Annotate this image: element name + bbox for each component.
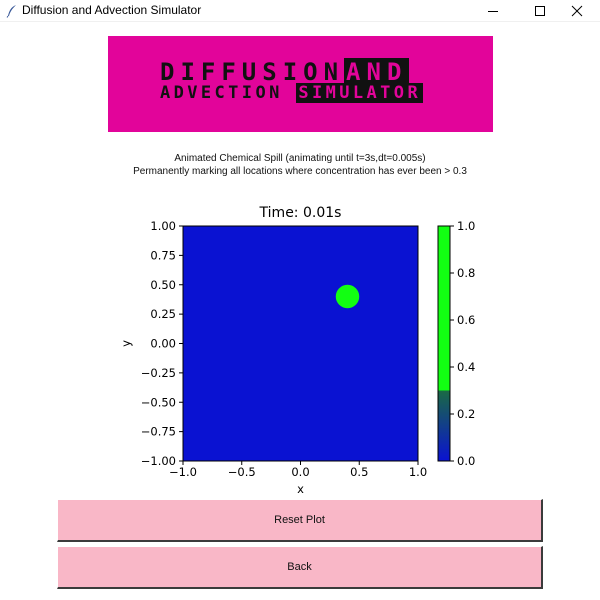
heatmap-field xyxy=(183,226,418,461)
colorbar-tick-label: 0.4 xyxy=(457,360,475,374)
concentration-plot: Time: 0.01s −1.0 −0.5 0.0 0.5 1.0 −1.00 −0.75 −0… xyxy=(119,205,475,496)
x-tick-label: 0.5 xyxy=(350,465,368,479)
colorbar-tick-label: 0.2 xyxy=(457,407,475,421)
close-icon xyxy=(571,5,583,17)
minimize-button[interactable] xyxy=(470,0,516,22)
banner-word-diffusion: DIFFUSION xyxy=(160,58,345,86)
banner-word-advection: ADVECTION xyxy=(160,83,283,103)
x-axis-label: x xyxy=(297,482,304,496)
banner-word-and: AND xyxy=(344,58,410,86)
description-line-2: Permanently marking all locations where … xyxy=(133,166,467,177)
maximize-icon xyxy=(535,6,545,16)
minimize-icon xyxy=(488,11,498,12)
x-tick-label: −0.5 xyxy=(228,465,256,479)
banner-line-1: DIFFUSIONAND xyxy=(160,58,410,86)
y-tick-label: −0.50 xyxy=(141,395,176,409)
x-tick-label: 1.0 xyxy=(409,465,427,479)
y-axis-label: y xyxy=(119,340,133,347)
y-tick-label: 0.50 xyxy=(150,278,176,292)
x-tick-label: −1.0 xyxy=(169,465,197,479)
chart-title: Time: 0.01s xyxy=(259,205,342,221)
y-tick-label: −0.25 xyxy=(141,366,176,380)
spill-region xyxy=(335,284,360,309)
window-titlebar: Diffusion and Advection Simulator xyxy=(0,0,600,22)
feather-icon xyxy=(6,5,16,18)
y-tick-label: −0.75 xyxy=(141,425,176,439)
banner-word-simulator: SIMULATOR xyxy=(296,83,424,103)
y-tick-label: 0.00 xyxy=(150,337,176,351)
colorbar-frame xyxy=(437,225,451,462)
maximize-button[interactable] xyxy=(517,0,563,22)
colorbar-high-band xyxy=(438,226,450,391)
x-tick-label: 0.0 xyxy=(291,465,309,479)
y-tick-label: 1.00 xyxy=(150,219,176,233)
close-button[interactable] xyxy=(554,0,600,22)
colorbar-tick-label: 1.0 xyxy=(457,219,475,233)
y-tick-label: 0.25 xyxy=(150,307,176,321)
colorbar-tick-label: 0.8 xyxy=(457,266,475,280)
back-button[interactable]: Back xyxy=(57,546,543,589)
banner-line-2: ADVECTION SIMULATOR xyxy=(160,83,424,103)
description-line-1: Animated Chemical Spill (animating until… xyxy=(174,153,426,164)
window-title: Diffusion and Advection Simulator xyxy=(22,3,202,17)
colorbar-tick-label: 0.6 xyxy=(457,313,475,327)
colorbar-low-band xyxy=(438,390,450,461)
y-tick-label: −1.00 xyxy=(141,454,176,468)
colorbar-tick-label: 0.0 xyxy=(457,454,475,468)
reset-plot-button[interactable]: Reset Plot xyxy=(57,499,543,542)
app-banner-logo: DIFFUSIONAND ADVECTION SIMULATOR xyxy=(108,36,493,132)
y-tick-label: 0.75 xyxy=(150,248,176,262)
